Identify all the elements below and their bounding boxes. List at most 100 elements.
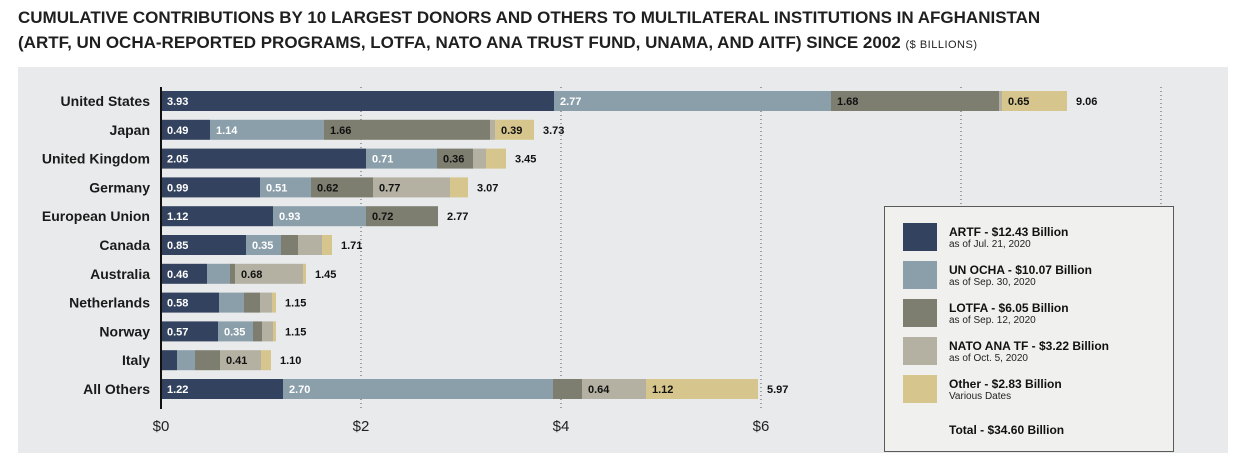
data-label-un-ocha-all-others: 2.70	[289, 384, 310, 396]
bar-segment-other-all-others	[646, 379, 758, 399]
data-label-artf-germany: 0.99	[167, 182, 188, 194]
data-label-lotfa-japan: 1.66	[330, 125, 351, 137]
bar-segment-artf-canada	[161, 235, 246, 255]
bar-segment-lotfa-australia	[230, 263, 235, 284]
legend-label-nato-ana-tf: NATO ANA TF - $3.22 Billion	[949, 339, 1110, 353]
data-label-other-all-others: 1.12	[652, 384, 673, 396]
data-label-artf-canada: 0.85	[167, 240, 188, 252]
bar-segment-artf-all-others	[161, 379, 283, 399]
total-label-united-states: 9.06	[1076, 96, 1097, 108]
bar-segment-other-japan	[495, 119, 534, 140]
bar-segment-other-united-states	[1002, 91, 1067, 111]
bar-segment-un-ocha-united-states	[554, 91, 831, 111]
data-label-artf-all-others: 1.22	[167, 384, 188, 396]
data-label-other-japan: 0.39	[501, 125, 522, 137]
bar-segment-lotfa-japan	[324, 119, 490, 140]
bar-segment-un-ocha-australia	[207, 263, 230, 284]
legend: ARTF - $12.43 Billion as of Jul. 21, 202…	[884, 206, 1174, 452]
legend-swatch-nato-ana-tf	[903, 337, 937, 365]
data-label-artf-norway: 0.57	[167, 326, 188, 338]
chart-subtitle: (ARTF, UN OCHA-REPORTED PROGRAMS, LOTFA,…	[18, 33, 978, 53]
stacked-bar-chart: $0$2$4$6$8$10United States3.932.771.680.…	[42, 87, 1174, 435]
total-label-netherlands: 1.15	[285, 298, 306, 310]
chart-title: CUMULATIVE CONTRIBUTIONS BY 10 LARGEST D…	[18, 8, 1041, 27]
chart-panel: $0$2$4$6$8$10United States3.932.771.680.…	[18, 67, 1228, 453]
data-label-nato-ana-tf-germany: 0.77	[379, 182, 400, 194]
x-tick-label: $0	[153, 418, 170, 435]
bar-segment-other-italy	[261, 350, 271, 371]
units-label: ($ BILLIONS)	[905, 39, 978, 51]
bar-segment-un-ocha-norway	[218, 321, 253, 342]
bar-segment-lotfa-italy	[195, 350, 220, 371]
legend-label-artf: ARTF - $12.43 Billion	[949, 225, 1069, 239]
bar-segment-artf-italy	[161, 350, 177, 371]
data-label-un-ocha-united-states: 2.77	[560, 96, 581, 108]
category-label-netherlands: Netherlands	[69, 295, 150, 311]
legend-date-artf: as of Jul. 21, 2020	[949, 239, 1031, 250]
bar-segment-lotfa-norway	[253, 321, 262, 342]
data-label-other-united-states: 0.65	[1008, 96, 1029, 108]
bar-segment-lotfa-canada	[281, 235, 298, 255]
bar-segment-artf-united-kingdom	[161, 148, 366, 169]
total-label-norway: 1.15	[285, 326, 306, 338]
total-label-australia: 1.45	[315, 269, 336, 281]
data-label-lotfa-united-states: 1.68	[837, 96, 858, 108]
bar-segment-other-united-kingdom	[486, 148, 506, 169]
bar-segment-nato-ana-tf-norway	[262, 321, 273, 342]
legend-label-lotfa: LOTFA - $6.05 Billion	[949, 301, 1069, 315]
data-label-lotfa-united-kingdom: 0.36	[443, 154, 464, 166]
legend-date-other: Various Dates	[949, 391, 1012, 402]
data-label-artf-european-union: 1.12	[167, 211, 188, 223]
x-tick-label: $2	[353, 418, 370, 435]
bar-segment-un-ocha-netherlands	[219, 292, 244, 313]
bar-segment-lotfa-all-others	[553, 379, 582, 399]
bar-segment-un-ocha-germany	[260, 177, 311, 198]
bar-segment-artf-germany	[161, 177, 260, 198]
data-label-un-ocha-norway: 0.35	[224, 326, 245, 338]
data-label-un-ocha-germany: 0.51	[266, 182, 287, 194]
category-label-italy: Italy	[122, 352, 150, 368]
data-label-artf-australia: 0.46	[167, 269, 188, 281]
bar-segment-nato-ana-tf-united-kingdom	[473, 148, 486, 169]
bar-segment-artf-norway	[161, 321, 218, 342]
data-label-nato-ana-tf-australia: 0.68	[241, 269, 262, 281]
data-label-un-ocha-united-kingdom: 0.71	[372, 154, 393, 166]
x-tick-label: $6	[753, 418, 770, 435]
category-label-australia: Australia	[90, 266, 150, 282]
category-label-all-others: All Others	[83, 381, 150, 397]
chart-subtitle-text: (ARTF, UN OCHA-REPORTED PROGRAMS, LOTFA,…	[18, 33, 901, 52]
bar-segment-artf-united-states	[161, 91, 554, 111]
data-label-un-ocha-canada: 0.35	[252, 240, 273, 252]
category-label-united-kingdom: United Kingdom	[42, 151, 150, 167]
total-label-all-others: 5.97	[767, 384, 788, 396]
category-label-norway: Norway	[99, 323, 150, 339]
total-label-united-kingdom: 3.45	[515, 154, 536, 166]
data-label-un-ocha-japan: 1.14	[216, 125, 238, 137]
legend-total: Total - $34.60 Billion	[949, 423, 1065, 437]
bar-segment-lotfa-european-union	[366, 206, 438, 227]
total-label-japan: 3.73	[543, 125, 564, 137]
data-label-artf-united-kingdom: 2.05	[167, 154, 188, 166]
bar-segment-artf-japan	[161, 119, 210, 140]
legend-date-un-ocha: as of Sep. 30, 2020	[949, 277, 1036, 288]
legend-swatch-lotfa	[903, 299, 937, 327]
data-label-lotfa-european-union: 0.72	[372, 211, 393, 223]
legend-label-un-ocha: UN OCHA - $10.07 Billion	[949, 263, 1092, 277]
bar-segment-nato-ana-tf-australia	[235, 263, 303, 284]
category-label-japan: Japan	[110, 122, 150, 138]
bar-segment-lotfa-germany	[311, 177, 373, 198]
category-label-canada: Canada	[99, 237, 150, 253]
bar-segment-un-ocha-japan	[210, 119, 324, 140]
bar-segment-other-netherlands	[272, 292, 276, 313]
bar-segment-other-germany	[450, 177, 468, 198]
bar-segment-artf-european-union	[161, 206, 273, 227]
legend-date-nato-ana-tf: as of Oct. 5, 2020	[949, 353, 1028, 364]
legend-date-lotfa: as of Sep. 12, 2020	[949, 315, 1036, 326]
bar-segment-un-ocha-all-others	[283, 379, 553, 399]
data-label-artf-japan: 0.49	[167, 125, 188, 137]
bar-segment-nato-ana-tf-all-others	[582, 379, 646, 399]
bar-segment-lotfa-united-states	[831, 91, 999, 111]
legend-label-other: Other - $2.83 Billion	[949, 377, 1062, 391]
data-label-artf-united-states: 3.93	[167, 96, 188, 108]
total-label-italy: 1.10	[280, 355, 301, 367]
